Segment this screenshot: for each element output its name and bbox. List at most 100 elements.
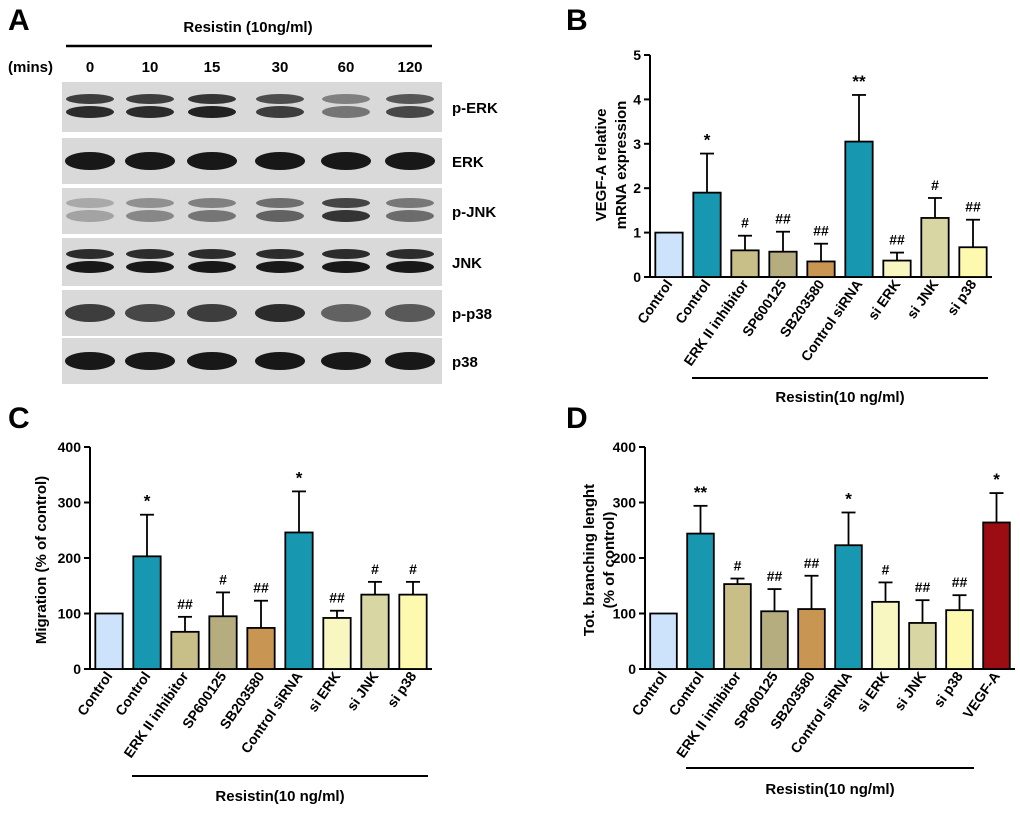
category-label: si JNK (343, 669, 381, 714)
bar (723, 583, 752, 670)
bar (920, 217, 950, 278)
y-tick-label: 100 (613, 606, 637, 622)
blot-band (386, 210, 434, 222)
blot-membrane (62, 238, 442, 286)
y-tick-label: 400 (58, 439, 82, 455)
blot-band (385, 304, 435, 322)
y-axis-label: VEGF-A relative mRNA expression (593, 101, 630, 230)
y-tick-label: 300 (613, 495, 637, 511)
significance-label: # (409, 561, 417, 577)
y-tick-label: 5 (633, 47, 641, 63)
significance-label: ** (852, 72, 866, 91)
blot-membrane (62, 82, 442, 132)
blot-band (255, 304, 305, 322)
bar (649, 612, 678, 670)
blot-label: p-p38 (452, 306, 492, 323)
time-label: 60 (338, 59, 355, 76)
blot-band (322, 249, 370, 259)
blot-band (188, 94, 236, 104)
blot-band (187, 304, 237, 322)
blot-band (66, 249, 114, 259)
blot-band (188, 106, 236, 118)
blot-row: p-ERK (62, 82, 498, 132)
category-label: si ERK (304, 669, 343, 715)
significance-label: # (734, 558, 742, 574)
bar (806, 260, 836, 278)
blot-row: p-p38 (62, 290, 492, 336)
y-tick-label: 2 (633, 180, 641, 196)
panel-letter-d: D (566, 402, 588, 435)
y-tick-label: 1 (633, 225, 641, 241)
bar (692, 191, 722, 278)
blot-band (256, 261, 304, 273)
blot-band (125, 152, 175, 170)
blot-band (66, 261, 114, 273)
blot-band (385, 352, 435, 370)
panel-letter-b: B (566, 4, 588, 37)
significance-label: * (704, 131, 711, 150)
bar (132, 555, 162, 670)
bar (170, 630, 200, 670)
blot-band (255, 152, 305, 170)
bar (797, 608, 826, 670)
y-tick-label: 400 (613, 439, 637, 455)
significance-label: ## (767, 568, 783, 584)
significance-label: # (219, 571, 227, 587)
category-label: si ERK (864, 277, 903, 323)
significance-label: ## (889, 232, 905, 248)
significance-label: ## (775, 211, 791, 227)
blot-band (256, 198, 304, 208)
time-labels: 0 10 15 30 60 120 (86, 59, 423, 76)
time-label: 0 (86, 59, 94, 76)
time-label: 15 (204, 59, 221, 76)
bar (686, 532, 715, 670)
y-tick-label: 200 (613, 550, 637, 566)
group-label: Resistin(10 ng/ml) (775, 389, 904, 406)
blot-row: p38 (62, 338, 478, 384)
bar (768, 250, 798, 278)
bar (654, 231, 684, 278)
bar (322, 617, 352, 670)
bar (908, 622, 937, 670)
y-tick-label: 0 (628, 661, 636, 677)
blot-band (187, 152, 237, 170)
y-tick-label: 200 (58, 550, 82, 566)
blot-band (66, 106, 114, 118)
significance-label: * (144, 492, 151, 511)
bar (834, 544, 863, 670)
blot-label: p-ERK (452, 100, 498, 117)
blot-band (386, 198, 434, 208)
significance-label: ## (804, 555, 820, 571)
chart-vegf-expression: 0 1 2 3 4 5 VEGF-A relative mRNA expression Cont… (593, 47, 992, 406)
bar (360, 593, 390, 670)
blot-row: p-JNK (62, 188, 496, 234)
category-label: si p38 (944, 276, 980, 318)
blot-band (126, 261, 174, 273)
significance-label: ## (965, 199, 981, 215)
blot-label: ERK (452, 154, 484, 171)
category-label: si JNK (903, 277, 941, 322)
significance-label: ## (813, 223, 829, 239)
significance-label: * (296, 468, 303, 487)
bar (94, 612, 124, 670)
blot-row: ERK (62, 138, 484, 184)
bar (882, 259, 912, 278)
blot-band (65, 352, 115, 370)
category-label: Control (112, 669, 154, 719)
bar (398, 593, 428, 670)
y-tick-label: 0 (73, 661, 81, 677)
group-label: Resistin(10 ng/ml) (765, 781, 894, 798)
panel-letter-c: C (8, 402, 30, 435)
y-tick-label: 0 (633, 269, 641, 285)
bar (208, 615, 238, 670)
blot-band (322, 106, 370, 118)
blot-band (386, 106, 434, 118)
group-label: Resistin(10 ng/ml) (215, 788, 344, 805)
significance-label: # (931, 177, 939, 193)
bar (871, 600, 900, 670)
category-label: si p38 (930, 668, 966, 710)
blot-band (188, 249, 236, 259)
blot-membrane (62, 188, 442, 234)
bar (982, 521, 1011, 670)
blot-band (322, 261, 370, 273)
